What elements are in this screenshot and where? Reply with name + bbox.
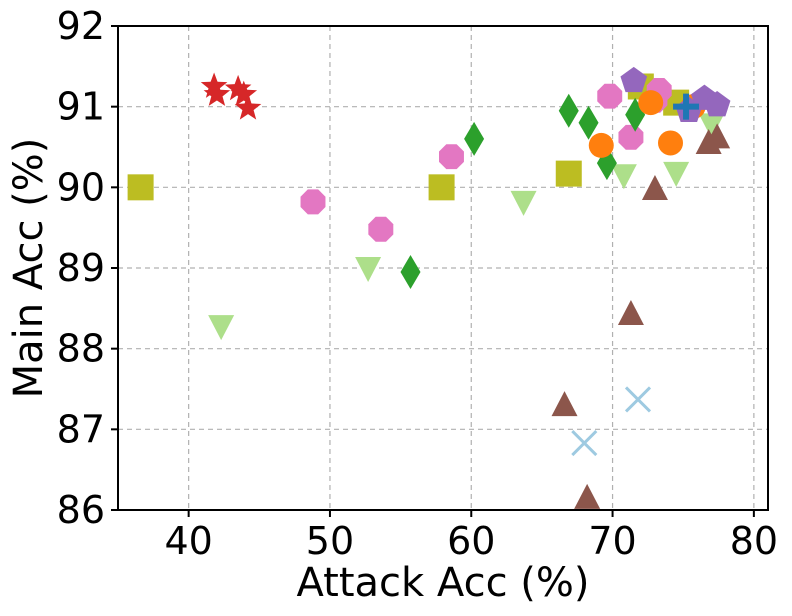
tick-layer: 40 50 60 70 80 86 87 88 89 90 91 92 — [57, 4, 778, 563]
red-star-point-4 — [234, 94, 262, 120]
light-green-triangle-down-point-2 — [510, 190, 537, 216]
brown-triangle-up-point-3 — [641, 174, 668, 200]
light-green-triangle-down-point-1 — [355, 257, 382, 282]
green-diamond-point-2 — [558, 93, 579, 128]
y-tick-label-88: 88 — [57, 327, 105, 371]
orange-circle-point-1 — [638, 90, 664, 116]
y-tick-label-87: 87 — [57, 407, 105, 451]
pink-octagon-point-0 — [300, 189, 326, 215]
y-tick-label-91: 91 — [57, 85, 105, 129]
olive-square-point-0 — [127, 174, 154, 201]
x-axis-label: Attack Acc (%) — [297, 560, 590, 606]
purple-pentagon-point-3 — [703, 91, 731, 117]
light-green-triangle-down-point-3 — [610, 164, 637, 190]
light-blue-x-point-0 — [571, 429, 598, 457]
olive-square-point-1 — [428, 174, 455, 201]
y-tick-label-92: 92 — [57, 4, 105, 48]
olive-square-point-2 — [555, 160, 582, 187]
brown-triangle-up-point-1 — [574, 483, 601, 509]
red-star-point-0 — [200, 72, 228, 98]
y-tick-label-89: 89 — [57, 246, 105, 290]
y-axis-label: Main Acc (%) — [6, 138, 52, 399]
y-tick-label-86: 86 — [57, 488, 105, 532]
x-tick-label-50: 50 — [306, 519, 354, 563]
light-green-triangle-down-point-5 — [698, 113, 725, 139]
x-tick-label-40: 40 — [164, 519, 212, 563]
red-star-point-3 — [230, 80, 258, 106]
blue-plus-point-0 — [673, 93, 700, 120]
pink-octagon-point-2 — [439, 144, 464, 170]
light-blue-x-point-1 — [624, 386, 652, 413]
pink-octagon-point-4 — [618, 124, 644, 150]
orange-circle-point-0 — [588, 132, 614, 158]
pink-octagon-point-3 — [597, 83, 623, 109]
light-green-triangle-down-point-0 — [208, 315, 235, 341]
plot-frame — [117, 25, 769, 511]
x-tick-label-70: 70 — [588, 519, 636, 563]
green-diamond-point-0 — [400, 255, 421, 290]
x-tick-label-60: 60 — [447, 519, 495, 563]
red-star-point-1 — [203, 80, 231, 106]
brown-triangle-up-point-2 — [617, 299, 644, 325]
green-diamond-point-1 — [464, 121, 485, 156]
pink-octagon-point-1 — [368, 216, 394, 242]
y-tick-label-90: 90 — [57, 165, 105, 209]
x-tick-label-80: 80 — [730, 519, 778, 563]
red-star-point-2 — [224, 74, 252, 101]
points-layer — [127, 66, 731, 509]
purple-pentagon-point-0 — [620, 66, 648, 93]
orange-circle-point-2 — [658, 130, 683, 156]
light-green-triangle-down-point-4 — [663, 161, 690, 187]
brown-triangle-up-point-0 — [551, 391, 578, 417]
brown-triangle-up-point-5 — [704, 123, 731, 149]
green-diamond-point-3 — [578, 105, 599, 140]
